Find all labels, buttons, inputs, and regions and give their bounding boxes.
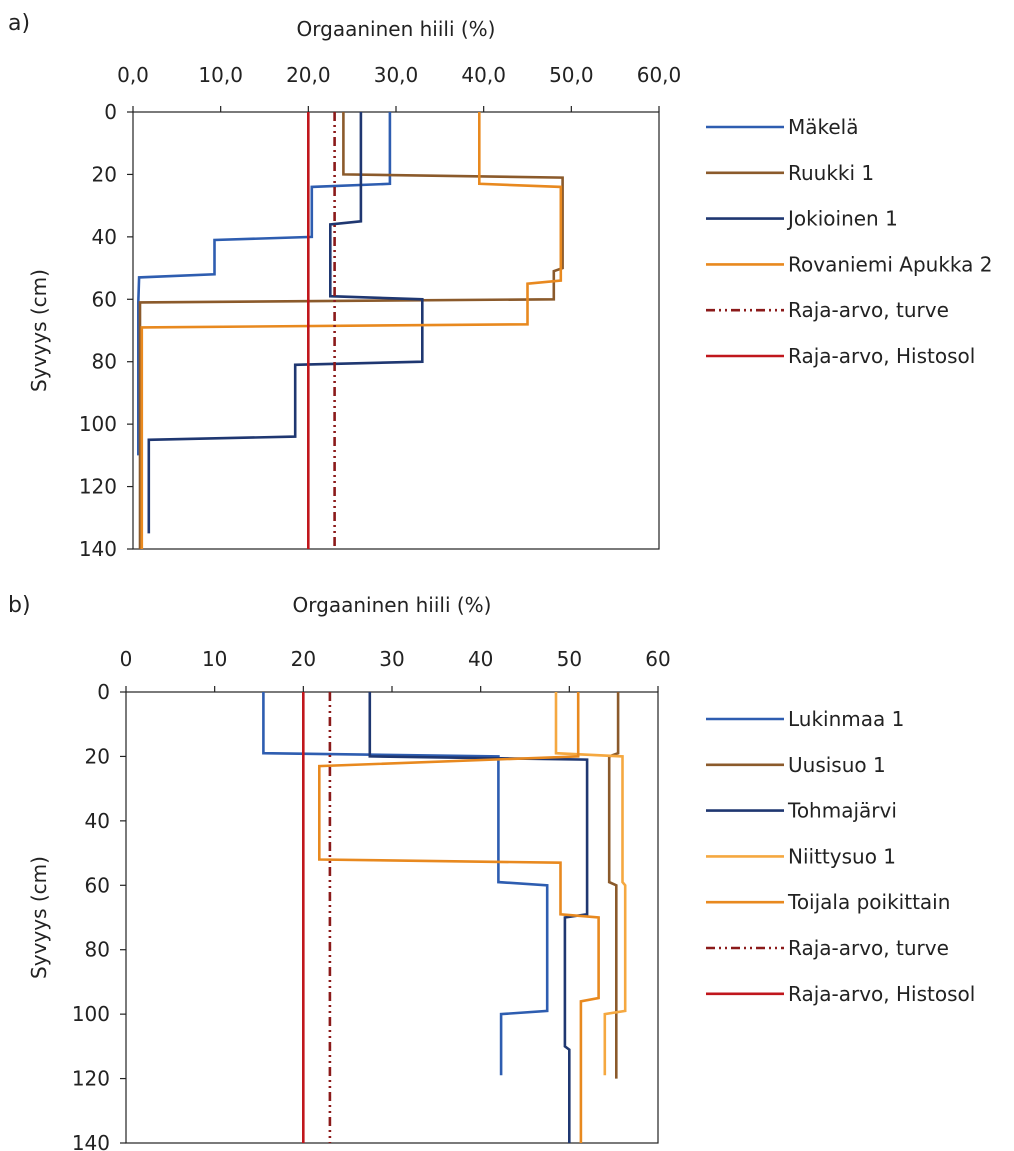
y-tick-label: 120 <box>72 1067 110 1091</box>
legend-label-lukinmaa-1: Lukinmaa 1 <box>788 707 904 731</box>
y-tick-label: 20 <box>92 162 117 186</box>
legend-label-niittysuo-1: Niittysuo 1 <box>788 844 896 868</box>
x-tick-label: 10,0 <box>198 63 243 87</box>
series-line-niittysuo-1 <box>554 692 627 1076</box>
y-tick-label: 20 <box>85 744 110 768</box>
series-line-rovaniemi-apukka-2 <box>140 112 563 549</box>
x-tick-label: 10 <box>202 647 227 671</box>
x-axis-title: Orgaaninen hiili (%) <box>297 17 496 41</box>
y-tick-label: 40 <box>92 225 117 249</box>
legend-label-ruukki-1: Ruukki 1 <box>788 161 874 185</box>
series-line-makela <box>137 112 392 456</box>
y-tick-label: 100 <box>72 1002 110 1026</box>
legend-label-rovaniemi-apukka-2: Rovaniemi Apukka 2 <box>788 252 992 276</box>
y-tick-label: 100 <box>79 412 117 436</box>
legend-label-raja-arvo-turve: Raja-arvo, turve <box>788 298 949 322</box>
y-tick-label: 60 <box>92 287 117 311</box>
plot-frame <box>125 691 659 1144</box>
x-tick-label: 50,0 <box>549 63 594 87</box>
y-tick-label: 0 <box>104 100 117 124</box>
legend-label-jokioinen-1: Jokioinen 1 <box>786 207 898 231</box>
x-tick-label: 60 <box>645 647 670 671</box>
legend-label-tohmajarvi: Tohmajärvi <box>787 799 897 823</box>
plot-frame <box>132 111 660 550</box>
series-line-lukinmaa-1 <box>262 692 549 1076</box>
x-tick-label: 40 <box>468 647 493 671</box>
y-tick-label: 80 <box>92 350 117 374</box>
x-tick-label: 60,0 <box>637 63 682 87</box>
y-tick-label: 120 <box>79 475 117 499</box>
x-tick-label: 20,0 <box>286 63 331 87</box>
series-line-jokioinen-1 <box>147 112 424 534</box>
y-tick-label: 140 <box>72 1131 110 1151</box>
y-tick-label: 0 <box>97 680 110 704</box>
y-tick-label: 140 <box>79 537 117 561</box>
chart-panel-2: b) Orgaaninen hiili (%) Syvyys (cm) 0 10 20 30… <box>8 593 975 1151</box>
legend-label-uusisuo-1: Uusisuo 1 <box>788 753 886 777</box>
series-line-uusisuo-1 <box>607 692 620 1079</box>
panel-label: a) <box>8 11 30 36</box>
panel-label: b) <box>8 593 31 618</box>
y-tick-label: 60 <box>85 873 110 897</box>
chart-panel-1: a) Orgaaninen hiili (%) Syvyys (cm) 0,0 10,0… <box>8 11 992 561</box>
x-tick-label: 0,0 <box>117 63 149 87</box>
y-axis-title: Syvyys (cm) <box>27 856 51 979</box>
y-tick-label: 40 <box>85 809 110 833</box>
legend-label-makela: Mäkelä <box>788 115 859 139</box>
x-tick-label: 20 <box>291 647 316 671</box>
legend-label-toijala-poikittain: Toijala poikittain <box>787 890 950 914</box>
series-line-toijala-poikittain <box>317 692 600 1143</box>
x-tick-label: 40,0 <box>461 63 506 87</box>
legend-label-raja-arvo-histosol: Raja-arvo, Histosol <box>788 344 975 368</box>
x-tick-label: 0 <box>120 647 133 671</box>
x-tick-label: 30,0 <box>374 63 419 87</box>
x-tick-label: 30 <box>379 647 404 671</box>
x-tick-label: 50 <box>557 647 582 671</box>
y-axis-title: Syvyys (cm) <box>27 269 51 392</box>
legend-label-raja-arvo-histosol: Raja-arvo, Histosol <box>788 982 975 1006</box>
y-tick-label: 80 <box>85 938 110 962</box>
series-line-ruukki-1 <box>138 112 564 549</box>
x-axis-title: Orgaaninen hiili (%) <box>293 593 492 617</box>
legend-label-raja-arvo-turve: Raja-arvo, turve <box>788 936 949 960</box>
